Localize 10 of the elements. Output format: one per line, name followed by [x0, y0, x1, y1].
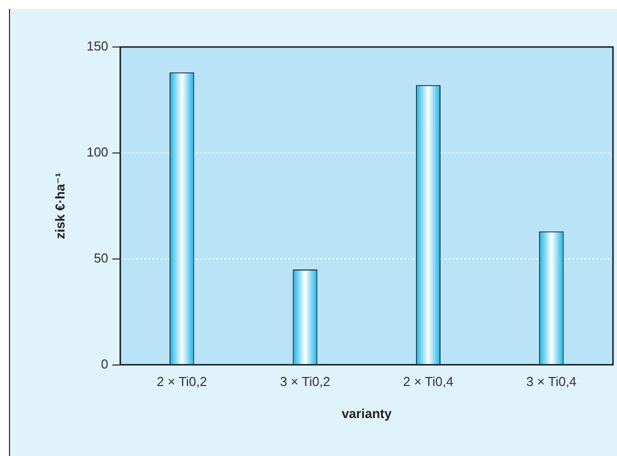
- y-axis-title: zisk €·ha⁻¹: [52, 172, 68, 239]
- y-tick-label: 0: [101, 356, 108, 372]
- x-tick-label: 3 × Ti0,2: [280, 374, 330, 390]
- y-tick-label: 150: [86, 38, 108, 54]
- x-tick-label: 3 × Ti0,4: [526, 374, 577, 390]
- x-tick-label: 2 × Ti0,2: [156, 374, 207, 390]
- x-axis-title: varianty: [342, 406, 392, 421]
- y-tick-label: 100: [86, 144, 108, 160]
- y-tick-label: 50: [94, 250, 108, 266]
- x-tick-label: 2 × Ti0,4: [403, 374, 454, 390]
